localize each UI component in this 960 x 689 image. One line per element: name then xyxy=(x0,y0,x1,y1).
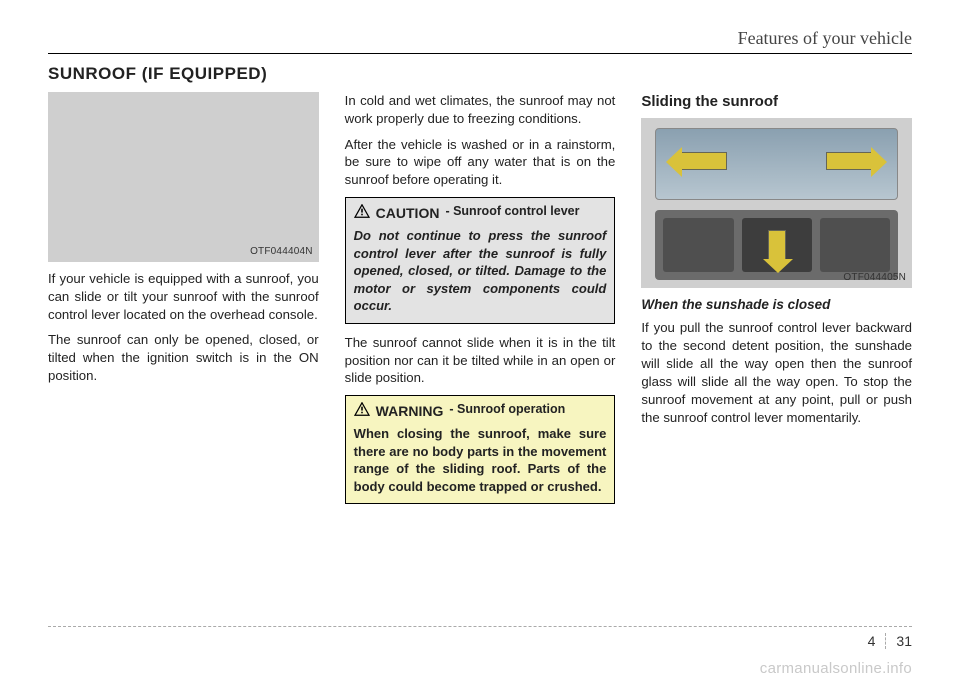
column-layout: OTF044404N If your vehicle is equipped w… xyxy=(48,92,912,514)
paragraph: If you pull the sunroof control lever ba… xyxy=(641,319,912,426)
caution-box: CAUTION - Sunroof control lever Do not c… xyxy=(345,197,616,324)
watermark: carmanualsonline.info xyxy=(760,660,912,677)
column-2: In cold and wet climates, the sunroof ma… xyxy=(345,92,616,514)
figure-sunroof-controls: OTF044404N xyxy=(48,92,319,262)
warning-triangle-icon xyxy=(354,204,370,218)
section-title: SUNROOF (IF EQUIPPED) xyxy=(48,64,912,84)
warning-subtitle: - Sunroof operation xyxy=(449,402,565,417)
page-number: 31 xyxy=(896,633,912,649)
footer-separator xyxy=(885,633,886,649)
console-cell xyxy=(663,218,733,272)
warning-title-row: WARNING - Sunroof operation xyxy=(354,402,607,421)
console-cell xyxy=(820,218,890,272)
overhead-console-illustration xyxy=(655,210,898,280)
caution-title-row: CAUTION - Sunroof control lever xyxy=(354,204,607,223)
manual-page: Features of your vehicle SUNROOF (IF EQU… xyxy=(0,0,960,689)
warning-triangle-icon xyxy=(354,402,370,416)
arrow-down-icon xyxy=(768,230,786,260)
figure-label: OTF044404N xyxy=(250,245,313,259)
header-rule xyxy=(48,53,912,54)
column-3: Sliding the sunroof OTF044405N When the … xyxy=(641,92,912,514)
chapter-title: Features of your vehicle xyxy=(738,28,912,49)
column-1: OTF044404N If your vehicle is equipped w… xyxy=(48,92,319,514)
subsection-subheading: When the sunshade is closed xyxy=(641,296,912,314)
paragraph: In cold and wet climates, the sunroof ma… xyxy=(345,92,616,128)
warning-box: WARNING - Sunroof operation When closing… xyxy=(345,395,616,504)
page-footer: 4 31 xyxy=(48,626,912,649)
caution-subtitle: - Sunroof control lever xyxy=(445,204,579,219)
header-row: Features of your vehicle xyxy=(48,28,912,49)
warning-title: WARNING xyxy=(376,402,444,421)
paragraph: The sunroof can only be opened, closed, … xyxy=(48,331,319,384)
arrow-left-icon xyxy=(681,152,727,170)
console-cell-lever xyxy=(742,218,812,272)
caution-body: Do not continue to press the sunroof con… xyxy=(354,227,607,315)
figure-label: OTF044405N xyxy=(843,271,906,285)
paragraph: After the vehicle is washed or in a rain… xyxy=(345,136,616,189)
caution-title: CAUTION xyxy=(376,204,440,223)
warning-body: When closing the sunroof, make sure ther… xyxy=(354,425,607,495)
figure-sliding-sunroof: OTF044405N xyxy=(641,118,912,288)
paragraph: If your vehicle is equipped with a sunro… xyxy=(48,270,319,323)
paragraph: The sunroof cannot slide when it is in t… xyxy=(345,334,616,387)
chapter-number: 4 xyxy=(868,633,876,649)
subsection-heading: Sliding the sunroof xyxy=(641,92,912,112)
arrow-right-icon xyxy=(826,152,872,170)
